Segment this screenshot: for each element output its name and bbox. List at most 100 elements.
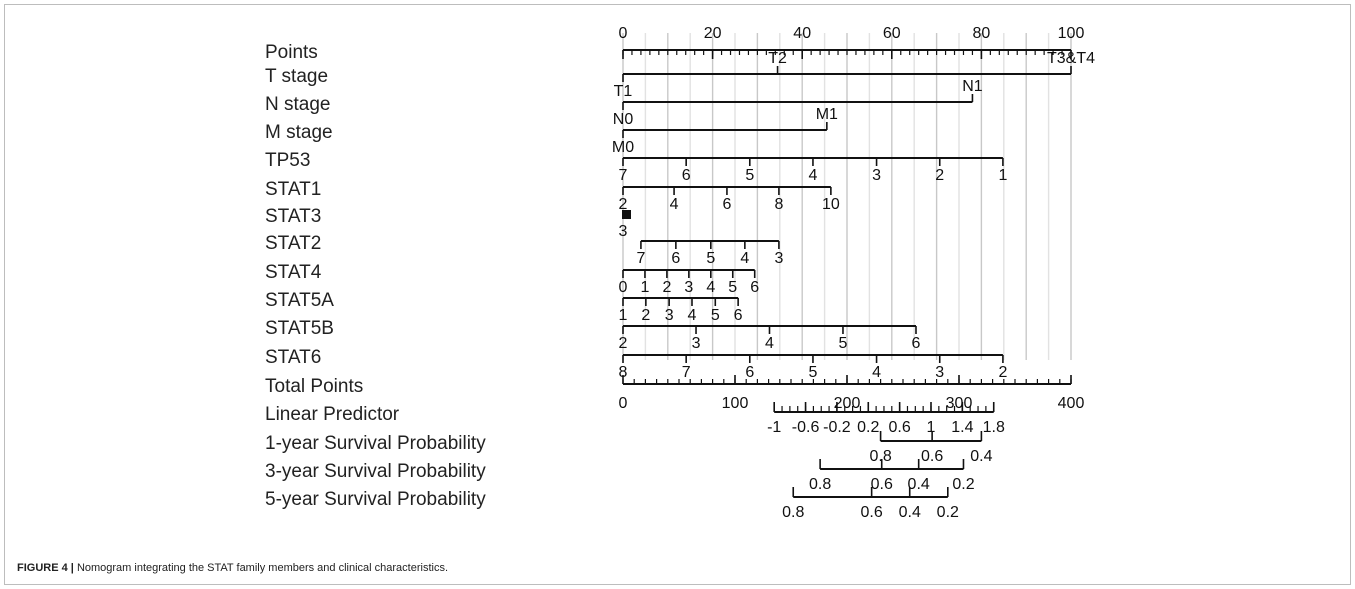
tick-label: 6 [722,196,731,213]
tick-label: 2 [935,167,944,184]
tick-label: 200 [834,395,861,412]
row-label: M stage [265,122,333,143]
tick-label: 2 [662,279,671,296]
row-label: STAT1 [265,179,321,200]
tick-label: 5 [728,279,737,296]
row-label: Linear Predictor [265,404,400,425]
tick-label: 0.8 [809,476,831,493]
row-label: STAT6 [265,347,321,368]
tick-label: 2 [998,364,1007,381]
tick-label: 4 [872,364,881,381]
tick-label: 6 [734,307,743,324]
tick-label: 20 [704,25,722,42]
tick-label: 0.6 [889,419,911,436]
tick-label: 6 [671,250,680,267]
row-label: Points [265,42,318,63]
tick-label: 6 [682,167,691,184]
tick-label: 4 [706,279,715,296]
figure-caption: FIGURE 4 | Nomogram integrating the STAT… [17,562,448,574]
tick-label: 60 [883,25,901,42]
tick-label: 10 [822,196,840,213]
row-label: STAT4 [265,262,322,283]
tick-label: 1.8 [983,419,1005,436]
row-label: 3-year Survival Probability [265,461,486,482]
tick-label: 3 [872,167,881,184]
tick-label: 4 [688,307,697,324]
tick-label: 100 [722,395,749,412]
tick-label: 0.4 [908,476,930,493]
tick-label: 2 [619,335,628,352]
tick-label: 0.2 [937,504,959,521]
tick-label: 0 [619,25,628,42]
tick-label: 3 [684,279,693,296]
row-label: 5-year Survival Probability [265,489,486,510]
tick-label: 1 [927,419,936,436]
tick-label: 8 [619,364,628,381]
row-label: N stage [265,94,330,115]
tick-label: -1 [767,419,781,436]
row-label: STAT3 [265,206,321,227]
grid-lines [622,33,1072,360]
tick-label: 2 [641,307,650,324]
tick-label: 2 [619,196,628,213]
figure-frame: Points T stage N stage M stage TP53 STAT1 STAT… [4,4,1351,585]
tick-label: 300 [946,395,973,412]
tick-label: T3&T4 [1047,50,1095,67]
tick-label: 1 [640,279,649,296]
tick-label: M1 [816,106,838,123]
row-label: TP53 [265,150,310,171]
row-label: STAT5B [265,318,334,339]
tick-label: 100 [1058,25,1085,42]
tick-label: 0.8 [869,448,891,465]
tick-label: 7 [636,250,645,267]
tick-label: 5 [711,307,720,324]
tick-label: 5 [706,250,715,267]
nomogram-chart: Points T stage N stage M stage TP53 STAT1 STAT… [265,25,1095,521]
tick-label: M0 [612,139,634,156]
tick-label: 1.4 [951,419,973,436]
tick-label: 3 [692,335,701,352]
tick-label: 0.2 [952,476,974,493]
tick-label: 80 [973,25,991,42]
tick-label: 3 [619,223,628,240]
tick-label: N0 [613,111,634,128]
tick-label: 3 [665,307,674,324]
tick-label: 4 [740,250,749,267]
row-label: T stage [265,66,328,87]
tick-label: 5 [839,335,848,352]
tick-label: 5 [745,167,754,184]
tick-label: 6 [745,364,754,381]
tick-label: N1 [962,78,983,95]
row-label: STAT2 [265,233,321,254]
tick-label: 7 [682,364,691,381]
tick-label: 0.4 [899,504,921,521]
tick-label: 1 [998,167,1007,184]
row-label: STAT5A [265,290,334,311]
tick-label: 40 [793,25,811,42]
row-label: 1-year Survival Probability [265,433,486,454]
tick-label: T2 [768,50,787,67]
tick-label: 0.6 [871,476,893,493]
row-label: Total Points [265,376,363,397]
tick-label: 0.8 [782,504,804,521]
tick-label: 6 [750,279,759,296]
tick-label: 1 [619,307,628,324]
tick-label: 3 [774,250,783,267]
point-marker [622,210,631,219]
caption-label: FIGURE 4 | [17,562,74,574]
tick-label: -0.2 [823,419,851,436]
tick-label: 4 [670,196,679,213]
tick-label: 0.6 [921,448,943,465]
tick-label: 3 [935,364,944,381]
tick-label: 0 [619,279,628,296]
tick-label: 0 [619,395,628,412]
tick-label: 4 [808,167,817,184]
tick-label: 6 [912,335,921,352]
tick-label: 5 [808,364,817,381]
tick-label: 4 [765,335,774,352]
tick-label: T1 [614,83,633,100]
tick-label: 8 [774,196,783,213]
tick-label: 7 [619,167,628,184]
tick-label: 0.6 [861,504,883,521]
caption-text: Nomogram integrating the STAT family mem… [76,562,449,574]
